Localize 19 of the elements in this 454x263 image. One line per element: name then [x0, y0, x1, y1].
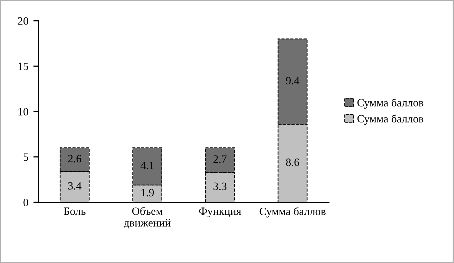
x-tick-label: Боль [64, 208, 86, 216]
x-tick-label: Сумма баллов [260, 207, 326, 218]
x-tick-label: Объем движений [124, 207, 171, 229]
data-label: 8.6 [286, 158, 300, 166]
data-label: 4.1 [140, 162, 154, 170]
legend-label: Сумма баллов [358, 114, 424, 126]
data-label: 3.3 [214, 182, 227, 190]
x-tick-label: Функция [199, 208, 242, 218]
y-tick-label: 5 [24, 154, 28, 162]
legend-label: Сумма баллов [358, 98, 424, 109]
data-label: 3.4 [68, 182, 82, 190]
data-label: 2.6 [68, 155, 82, 163]
y-tick-label: 0 [24, 198, 28, 206]
y-tick-label: 15 [18, 62, 28, 70]
data-label: 2.7 [214, 156, 227, 164]
data-label: 9.4 [286, 77, 300, 85]
y-tick-label: 10 [18, 108, 28, 116]
y-tick-label: 20 [18, 18, 28, 26]
data-label: 1.9 [142, 189, 154, 197]
